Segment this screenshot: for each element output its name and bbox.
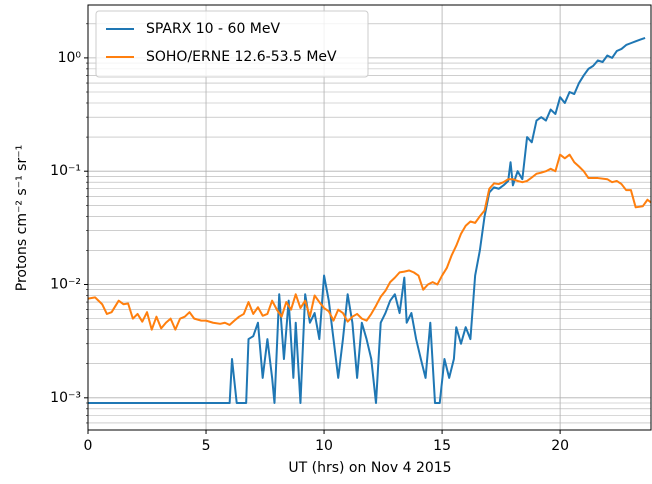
x-axis-label: UT (hrs) on Nov 4 2015: [288, 460, 451, 476]
axes-frame: [87, 4, 652, 431]
data-line: [88, 153, 651, 331]
y-axis-label: Protons cm⁻² s⁻¹ sr⁻¹: [14, 145, 30, 291]
y-tick-label: 10⁻³: [50, 390, 81, 406]
legend-label: SOHO/ERNE 12.6-53.5 MeV: [146, 49, 337, 65]
x-tick-label: 5: [202, 438, 211, 454]
legend-label: SPARX 10 - 60 MeV: [146, 21, 281, 37]
data-line: [88, 37, 646, 405]
legend-box: [95, 10, 369, 78]
y-tick-label: 10⁻²: [50, 277, 81, 293]
x-tick-label: 15: [433, 438, 451, 454]
x-tick-label: 10: [315, 438, 333, 454]
x-tick-label: 20: [551, 438, 569, 454]
y-tick-label: 10⁻¹: [50, 163, 81, 179]
y-tick-label: 10⁰: [58, 50, 82, 66]
x-tick-label: 0: [84, 438, 93, 454]
plot-area: [88, 37, 651, 405]
